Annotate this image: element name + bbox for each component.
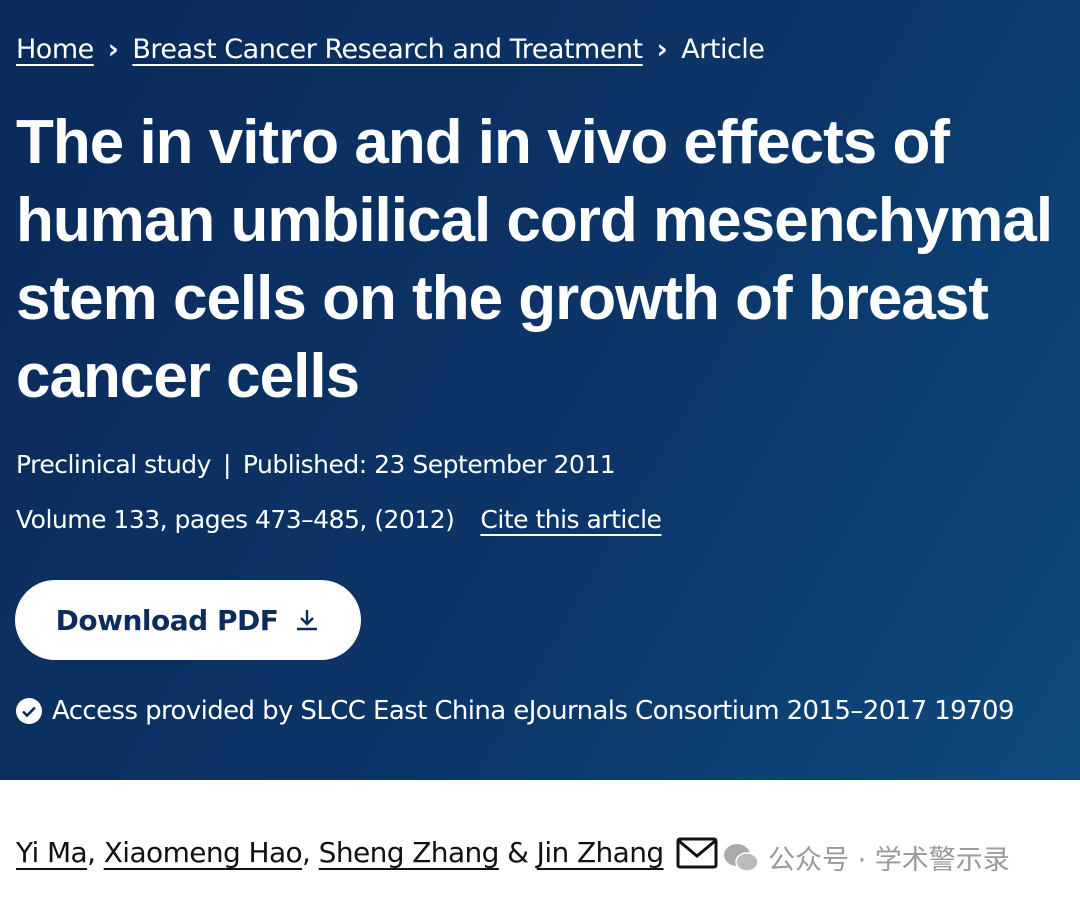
chevron: › xyxy=(656,34,668,65)
watermark-text: 公众号 · 学术警示录 xyxy=(768,845,1010,876)
article-title: The in vitro and in vivo effects of huma… xyxy=(16,108,1053,411)
author-link[interactable]: Xiaomeng Hao xyxy=(103,836,303,869)
article-meta: Preclinical study | Published: 23 Septembe… xyxy=(16,450,616,479)
separator: , xyxy=(87,836,104,869)
citation: Volume 133, pages 473–485, (2012) xyxy=(16,505,455,534)
access-note: Access provided by SLCC East China eJour… xyxy=(16,696,1015,726)
separator: & xyxy=(498,836,537,869)
citation-row: Volume 133, pages 473–485, (2012) Cite th… xyxy=(16,505,662,534)
published-date: Published: 23 September 2011 xyxy=(242,450,616,479)
button-label: Download PDF xyxy=(55,603,279,637)
breadcrumb-link[interactable]: Breast Cancer Research and Treatment xyxy=(132,34,643,65)
chevron: › xyxy=(107,34,119,65)
author-list: Yi Ma, Xiaomeng Hao, Sheng Zhang & Jin Z… xyxy=(16,836,718,869)
download-pdf-button[interactable]: Download PDF xyxy=(15,580,361,660)
email-icon[interactable] xyxy=(676,837,718,869)
access-text: Access provided by SLCC East China eJour… xyxy=(52,696,1015,726)
watermark: 公众号 · 学术警示录 xyxy=(722,838,1010,877)
separator: , xyxy=(302,836,319,869)
article-type: Preclinical study xyxy=(16,450,211,479)
breadcrumb-current: Article xyxy=(681,34,765,65)
author-link[interactable]: Jin Zhang xyxy=(536,836,664,869)
breadcrumb: Home › Breast Cancer Research and Treatmen… xyxy=(16,34,765,65)
check-icon xyxy=(16,698,42,724)
separator: | xyxy=(222,450,231,479)
article-header: Home › Breast Cancer Research and Treatmen… xyxy=(0,0,1080,780)
cite-link[interactable]: Cite this article xyxy=(480,505,662,534)
download-icon xyxy=(297,610,318,631)
author-link[interactable]: Yi Ma xyxy=(16,836,88,869)
breadcrumb-link[interactable]: Home xyxy=(16,34,94,65)
wechat-icon xyxy=(724,843,759,872)
author-link[interactable]: Sheng Zhang xyxy=(318,836,500,869)
